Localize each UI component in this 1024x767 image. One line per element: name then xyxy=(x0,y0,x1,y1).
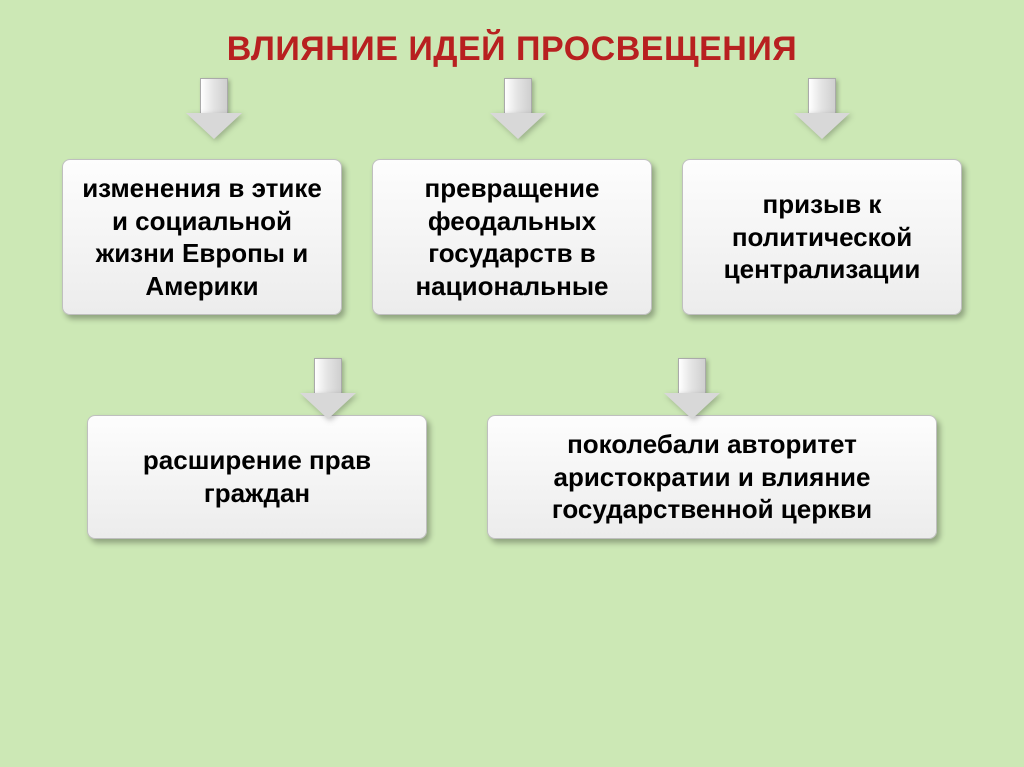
box-ethics: изменения в этике и социальной жизни Евр… xyxy=(62,159,342,315)
box-rights: расширение прав граждан xyxy=(87,415,427,539)
box-feudal: превращение феодальных государств в наци… xyxy=(372,159,652,315)
arrow-down-icon xyxy=(490,78,546,139)
box-aristocracy: поколебали авторитет аристократии и влия… xyxy=(487,415,937,539)
top-row: изменения в этике и социальной жизни Евр… xyxy=(0,159,1024,315)
arrow-down-icon xyxy=(300,358,356,419)
box-label: поколебали авторитет аристократии и влия… xyxy=(502,428,922,526)
box-label: расширение прав граждан xyxy=(102,444,412,509)
arrow-down-icon xyxy=(794,78,850,139)
arrow-down-icon xyxy=(186,78,242,139)
box-label: призыв к политической централизации xyxy=(697,188,947,286)
box-label: превращение феодальных государств в наци… xyxy=(387,172,637,302)
box-label: изменения в этике и социальной жизни Евр… xyxy=(77,172,327,302)
diagram-title: ВЛИЯНИЕ ИДЕЙ ПРОСВЕЩЕНИЯ xyxy=(0,0,1024,69)
bottom-row: расширение прав граждан поколебали автор… xyxy=(0,415,1024,539)
box-centralization: призыв к политической централизации xyxy=(682,159,962,315)
arrow-down-icon xyxy=(664,358,720,419)
